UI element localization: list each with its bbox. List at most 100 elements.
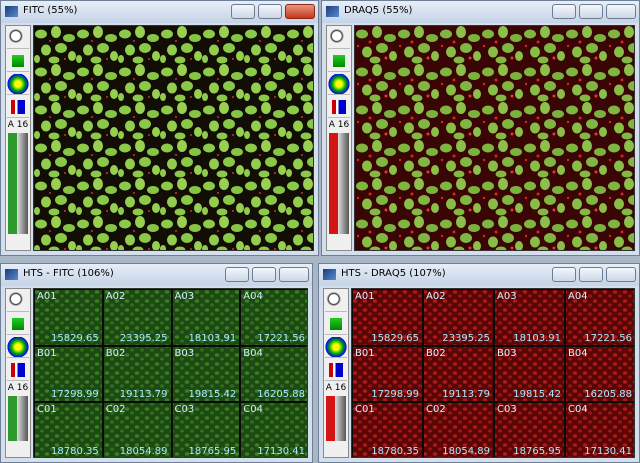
well[interactable]: A04 17221.56 [565, 289, 634, 346]
window-icon [326, 6, 339, 17]
well[interactable]: B04 16205.88 [565, 345, 634, 403]
channel-tool[interactable] [7, 360, 29, 381]
color-tool[interactable] [7, 74, 29, 95]
roi-tool[interactable] [325, 314, 347, 335]
title-bar: DRAQ5 (55%) [322, 1, 639, 23]
zoom-tool[interactable] [7, 28, 29, 49]
window-icon [5, 269, 18, 280]
well-id: B01 [37, 347, 57, 359]
color-tool[interactable] [7, 337, 29, 358]
color-tool[interactable] [325, 337, 347, 358]
well[interactable]: A01 15829.65 [34, 289, 103, 346]
image-view [354, 25, 635, 251]
well[interactable]: B01 17298.99 [34, 345, 103, 403]
toolbar-label: A 16 [7, 120, 29, 130]
maximize-button[interactable] [579, 4, 603, 19]
window-icon [323, 269, 336, 280]
well[interactable]: A01 15829.65 [352, 289, 423, 346]
well[interactable]: C02 18054.89 [423, 402, 494, 457]
zoom-tool[interactable] [328, 28, 350, 49]
well-value: 18054.89 [442, 445, 490, 457]
roi-tool[interactable] [328, 51, 350, 72]
well[interactable]: B04 16205.88 [240, 345, 307, 403]
roi-tool[interactable] [7, 314, 29, 335]
well-value: 16205.88 [584, 389, 632, 401]
image-view [33, 25, 314, 251]
zoom-tool[interactable] [7, 291, 29, 312]
maximize-button[interactable] [252, 267, 276, 282]
well-id: A01 [37, 291, 57, 302]
well-id: C02 [426, 404, 446, 416]
well[interactable]: A04 17221.56 [240, 289, 307, 346]
well[interactable]: C04 17130.41 [240, 402, 307, 457]
image-view: A01 15829.65 A02 23395.25 A03 18103.91 A04 1722… [33, 288, 308, 458]
well-id: A02 [105, 291, 126, 302]
roi-tool[interactable] [7, 51, 29, 72]
well-id: C03 [174, 404, 195, 416]
well[interactable]: C03 18765.95 [494, 402, 565, 457]
channel-tool[interactable] [328, 97, 350, 118]
well[interactable]: A02 23395.25 [423, 289, 494, 346]
well-id: C04 [568, 404, 588, 416]
minimize-button[interactable] [552, 267, 576, 282]
minimize-button[interactable] [552, 4, 576, 19]
well-id: A03 [174, 291, 195, 302]
minimize-button[interactable] [225, 267, 249, 282]
channel-tool[interactable] [7, 97, 29, 118]
well-value: 18054.89 [119, 445, 168, 457]
window-icon [5, 6, 18, 17]
well-id: B04 [243, 347, 263, 359]
well-id: A04 [243, 291, 263, 302]
zoom-tool[interactable] [325, 291, 347, 312]
well[interactable]: B03 19815.42 [494, 345, 565, 403]
intensity-bar [326, 396, 346, 441]
minimize-button[interactable] [231, 4, 255, 19]
well-id: B04 [568, 347, 588, 359]
well[interactable]: C02 18054.89 [102, 402, 172, 457]
well[interactable]: C01 18780.35 [352, 402, 423, 457]
close-button[interactable] [279, 267, 309, 282]
toolbar: A 16 [5, 25, 31, 251]
well-id: C02 [105, 404, 126, 416]
well-id: B02 [105, 347, 126, 359]
title-bar: FITC (55%) [1, 1, 318, 23]
well-value: 23395.25 [442, 332, 490, 344]
close-button[interactable] [285, 4, 315, 19]
well-value: 17221.56 [257, 332, 305, 344]
toolbar-label: A 16 [7, 383, 29, 393]
well-id: B03 [174, 347, 195, 359]
maximize-button[interactable] [579, 267, 603, 282]
well[interactable]: A03 18103.91 [494, 289, 565, 346]
well[interactable]: B03 19815.42 [171, 345, 241, 403]
channel-tool[interactable] [325, 360, 347, 381]
well-value: 16205.88 [257, 389, 305, 401]
well[interactable]: A02 23395.25 [102, 289, 172, 346]
well-id: A04 [568, 291, 588, 302]
close-button[interactable] [606, 4, 636, 19]
well-value: 18780.35 [371, 445, 419, 457]
well[interactable]: C01 18780.35 [34, 402, 103, 457]
well[interactable]: C04 17130.41 [565, 402, 634, 457]
color-tool[interactable] [328, 74, 350, 95]
well-value: 23395.25 [119, 332, 168, 344]
toolbar-label: A 16 [325, 383, 347, 393]
well[interactable]: B02 19113.79 [102, 345, 172, 403]
well-id: B01 [355, 347, 375, 359]
maximize-button[interactable] [258, 4, 282, 19]
well[interactable]: A03 18103.91 [171, 289, 241, 346]
close-button[interactable] [606, 267, 636, 282]
intensity-bar [8, 396, 28, 441]
well[interactable]: B02 19113.79 [423, 345, 494, 403]
well-value: 18103.91 [188, 332, 237, 344]
well-value: 17130.41 [584, 445, 632, 457]
well-id: A02 [426, 291, 446, 302]
well-value: 15829.65 [371, 332, 419, 344]
window-title: DRAQ5 (55%) [344, 5, 413, 16]
well[interactable]: B01 17298.99 [352, 345, 423, 403]
well[interactable]: C03 18765.95 [171, 402, 241, 457]
well-id: A01 [355, 291, 375, 302]
well-id: C03 [497, 404, 517, 416]
intensity-bar [8, 133, 28, 234]
well-id: A03 [497, 291, 517, 302]
cell-image [34, 26, 313, 250]
